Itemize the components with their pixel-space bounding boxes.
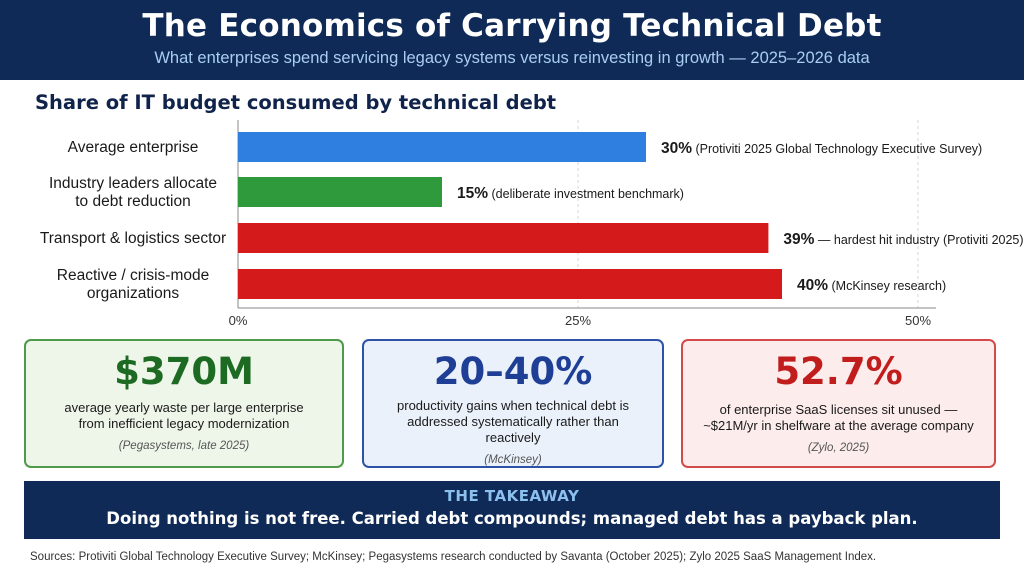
category-label: Reactive / crisis-mode organizations: [57, 267, 209, 302]
stat-value: 20–40%: [433, 350, 593, 393]
stat-source: (Zylo, 2025): [807, 442, 870, 454]
data-label: 40% (McKinsey research): [797, 277, 946, 294]
stat-card-productivity: 20–40% productivity gains when technical…: [362, 339, 664, 468]
chart-title: Share of IT budget consumed by technical…: [35, 91, 557, 114]
stat-source: (McKinsey): [484, 454, 542, 466]
sources-footnote: Sources: Protiviti Global Technology Exe…: [30, 551, 877, 563]
category-label: Average enterprise: [68, 139, 199, 156]
stat-value: 52.7%: [774, 350, 903, 393]
stat-card-legacy-waste: $370M average yearly waste per large ent…: [24, 339, 344, 468]
data-label: 39% — hardest hit industry (Protiviti 20…: [783, 231, 1023, 248]
stat-description: productivity gains when technical debt i…: [397, 398, 629, 445]
category-label: Transport & logistics sector: [40, 230, 226, 247]
takeaway-banner: THE TAKEAWAY Doing nothing is not free. …: [24, 481, 1000, 539]
bar: [238, 177, 442, 207]
header-banner: The Economics of Carrying Technical Debt…: [0, 0, 1024, 80]
category-label: Industry leaders allocate to debt reducti…: [49, 175, 217, 210]
x-tick-label: 50%: [905, 313, 931, 328]
stat-description: of enterprise SaaS licenses sit unused —…: [703, 402, 974, 433]
data-label: 15% (deliberate investment benchmark): [457, 185, 684, 202]
bar: [238, 269, 782, 299]
bar: [238, 132, 646, 162]
takeaway-text: Doing nothing is not free. Carried debt …: [106, 509, 918, 528]
stat-source: (Pegasystems, late 2025): [118, 440, 250, 452]
x-tick-label: 25%: [565, 313, 591, 328]
page-subtitle: What enterprises spend servicing legacy …: [154, 49, 870, 67]
page-title: The Economics of Carrying Technical Debt: [142, 8, 882, 44]
bar-chart: 0% 25% 50% Average enterprise 30% (Protiviti…: [40, 120, 1024, 328]
x-tick-label: 0%: [229, 313, 248, 328]
data-label: 30% (Protiviti 2025 Global Technology Ex…: [661, 140, 982, 157]
stat-card-saas-shelfware: 52.7% of enterprise SaaS licenses sit un…: [681, 339, 996, 468]
stat-value: $370M: [114, 350, 254, 393]
stat-description: average yearly waste per large enterpris…: [64, 400, 304, 431]
takeaway-label: THE TAKEAWAY: [444, 487, 580, 505]
bar: [238, 223, 769, 253]
